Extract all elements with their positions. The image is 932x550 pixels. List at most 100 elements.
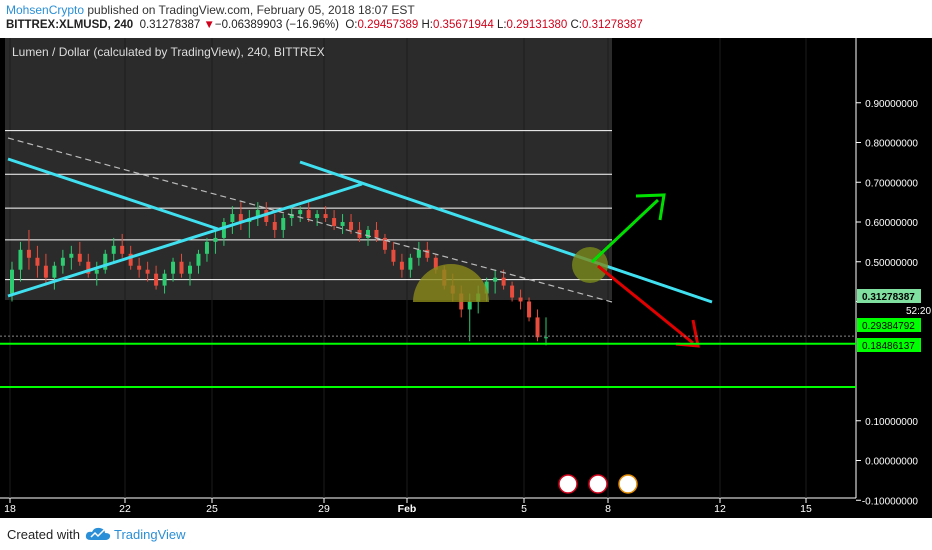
candle-body: [230, 214, 235, 222]
candle-body: [374, 229, 379, 238]
candle-body: [94, 269, 99, 274]
candle-body: [26, 249, 31, 258]
open-label: O:: [345, 19, 358, 31]
symbol-name: BITTREX:XLMUSD, 240: [6, 19, 134, 31]
candle-body: [501, 277, 506, 286]
candle-body: [518, 297, 523, 302]
candle-body: [52, 265, 57, 278]
price-chart[interactable]: 0.90000000 0.80000000 0.70000000 0.60000000…: [0, 38, 932, 518]
arrow-up-head-icon: [635, 193, 666, 221]
candle-body: [196, 253, 201, 266]
price-label-box: [857, 289, 921, 303]
candle-body: [86, 261, 91, 274]
candle-body: [281, 218, 286, 230]
author-name[interactable]: MohsenCrypto: [6, 3, 85, 17]
candle-body: [103, 253, 108, 270]
candle-body: [391, 249, 396, 262]
candle-body: [340, 222, 345, 226]
time-tick-label: 18: [4, 503, 16, 515]
candle-body: [43, 265, 48, 278]
low-value: 0.29131380: [506, 19, 568, 31]
price-change: −0.06389903 (−16.96%): [214, 19, 339, 31]
price-labels: 0.31278387 52:20 0.29384792 0.18486137: [857, 289, 931, 352]
close-value: 0.31278387: [582, 19, 643, 31]
candle-body: [382, 237, 387, 250]
price-tick-label: 0.80000000: [865, 139, 918, 150]
price-tick-label: 0.50000000: [865, 258, 918, 269]
price-axis-background: [856, 38, 932, 518]
price-axis-ticks: 0.90000000 0.80000000 0.70000000 0.60000000…: [856, 99, 919, 507]
trendline-left-down[interactable]: [7, 157, 219, 231]
drawings: [7, 137, 713, 348]
candle-body: [69, 253, 74, 258]
arrow-down-line: [597, 264, 694, 345]
price-tick-label: -0.10000000: [862, 496, 919, 507]
candle-body: [238, 214, 243, 222]
last-price: 0.31278387: [139, 19, 201, 31]
price-label-text: 52:20: [906, 306, 931, 317]
candle-body: [493, 277, 498, 282]
candle-body: [264, 210, 269, 222]
candle-body: [179, 261, 184, 274]
candle-body: [408, 257, 413, 270]
candle-body: [162, 273, 167, 286]
created-with-label: Created with: [7, 527, 80, 542]
change-arrow-icon: ▼: [203, 19, 215, 31]
event-badges: [558, 474, 638, 494]
publish-date: published on TradingView.com, February 0…: [84, 3, 415, 17]
candle-body: [77, 253, 82, 262]
time-tick-label: 15: [800, 503, 812, 515]
flag-badge-icon[interactable]: [588, 474, 608, 494]
price-tick-label: 0.90000000: [865, 99, 918, 110]
candle-body: [527, 301, 532, 318]
vertical-grid: [9, 38, 807, 498]
time-tick-label: 29: [318, 503, 330, 515]
tradingview-brand[interactable]: TradingView: [114, 527, 186, 542]
candle-body: [111, 245, 116, 254]
footer: Created with TradingView: [0, 518, 932, 550]
publish-info: MohsenCrypto published on TradingView.co…: [6, 3, 415, 17]
flag-badge-icon[interactable]: [558, 474, 578, 494]
candle-body: [171, 261, 176, 274]
price-label-box: [857, 318, 921, 332]
candle-body: [154, 273, 159, 286]
tradingview-cloud-icon: [85, 527, 111, 540]
candle-body: [315, 214, 320, 219]
low-label: L:: [496, 19, 507, 31]
candle-body: [323, 214, 328, 219]
time-tick-label: 12: [714, 503, 726, 515]
candle-body: [188, 265, 192, 274]
trendline-rising[interactable]: [7, 182, 363, 298]
candle-body: [137, 265, 142, 270]
chart-title: Lumen / Dollar (calculated by TradingVie…: [12, 45, 325, 59]
high-label: H:: [421, 19, 433, 31]
candle-body: [35, 257, 40, 266]
candle-body: [332, 218, 337, 226]
candle-body: [120, 245, 125, 254]
trendline-falling[interactable]: [299, 160, 713, 304]
candle-body: [425, 249, 430, 258]
price-label-text: 0.18486137: [862, 341, 915, 352]
trendline-dashed[interactable]: [7, 137, 613, 303]
candle-body: [221, 222, 226, 238]
price-label-box: [857, 338, 921, 352]
candle-body: [366, 229, 370, 238]
candles: [10, 202, 548, 346]
price-label-text: 0.29384792: [862, 321, 915, 332]
time-axis-ticks: 18 22 25 29 Feb 5 8 12 15: [4, 498, 812, 515]
candle-body: [213, 237, 218, 242]
time-tick-label: 5: [521, 503, 527, 515]
candle-body: [399, 261, 404, 270]
price-label-box: [857, 303, 921, 317]
time-tick-label: 22: [119, 503, 131, 515]
price-tick-label: 0.60000000: [865, 218, 918, 229]
candle-body: [128, 253, 133, 266]
high-value: 0.35671944: [432, 19, 494, 31]
candle-body: [349, 222, 354, 230]
price-label-text: 0.31278387: [862, 292, 915, 303]
candle-body: [484, 281, 489, 294]
time-tick-label: Feb: [398, 503, 417, 515]
flag-badge-icon[interactable]: [618, 474, 638, 494]
candle-body: [272, 222, 277, 230]
candle-body: [544, 337, 548, 339]
